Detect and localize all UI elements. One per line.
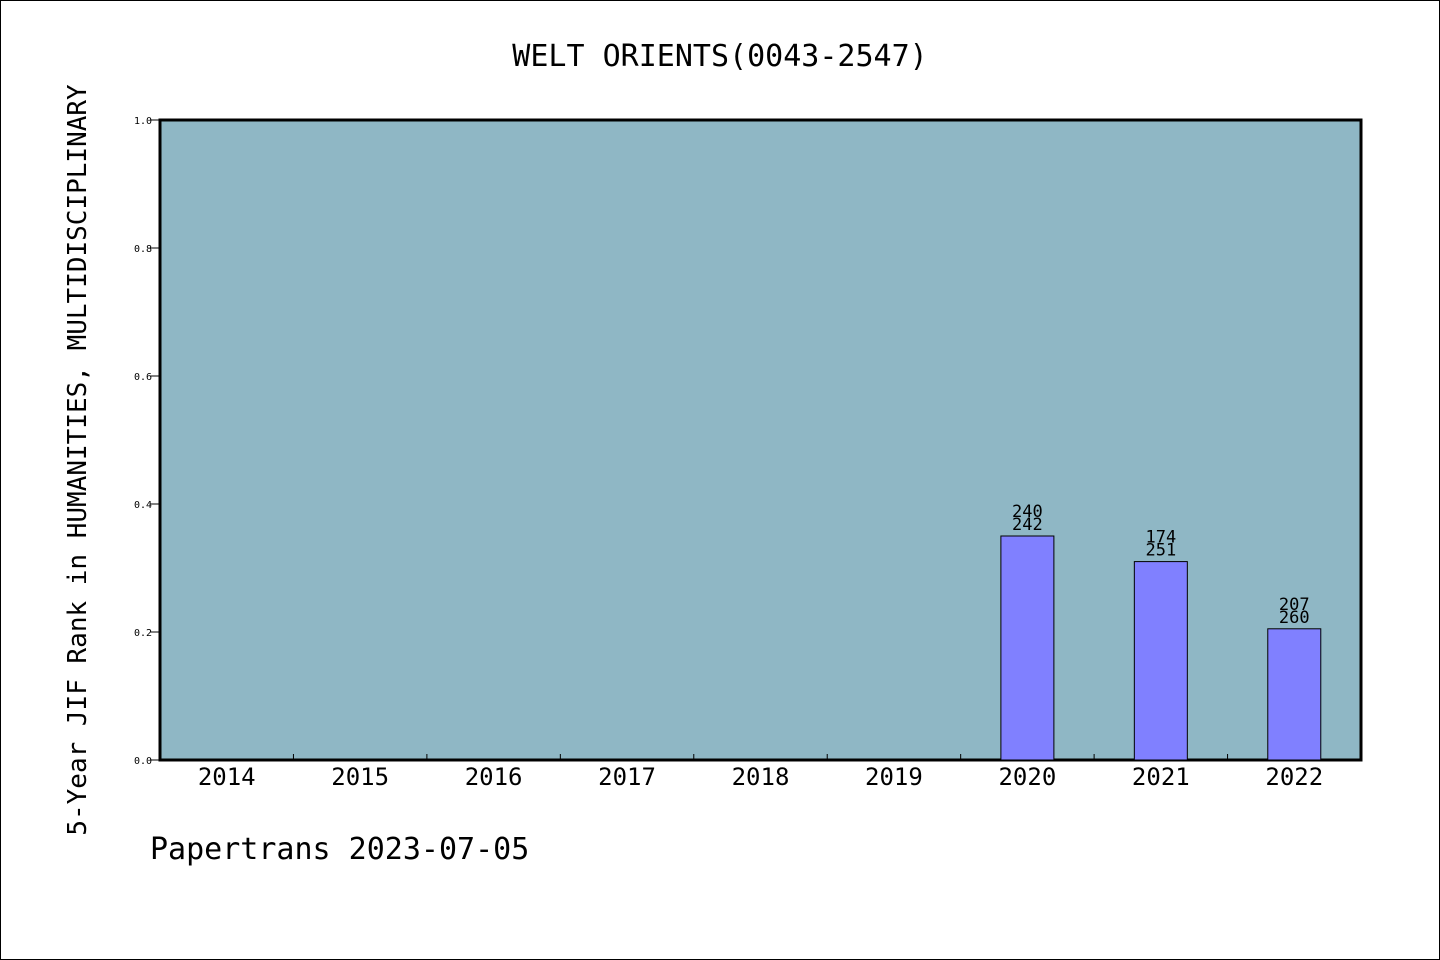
y-axis-label: 5-Year JIF Rank in HUMANITIES, MULTIDISC…	[63, 84, 93, 836]
bar-total-label: 242	[1012, 515, 1043, 535]
x-tick-label: 2016	[465, 763, 523, 791]
footer-credit: Papertrans 2023-07-05	[150, 832, 530, 867]
y-tick-label: 0.4	[134, 500, 152, 511]
x-tick-label: 2017	[598, 763, 656, 791]
y-tick-label: 0.2	[134, 628, 152, 639]
x-tick-label: 2015	[331, 763, 389, 791]
bar-2020	[1000, 535, 1055, 761]
bar-total-label: 251	[1145, 541, 1176, 561]
y-tick-label: 1.0	[134, 116, 152, 127]
x-tick-label: 2022	[1265, 763, 1323, 791]
chart-title: WELT ORIENTS(0043-2547)	[512, 39, 927, 74]
y-tick-label: 0.6	[134, 372, 152, 383]
y-tick-label: 0.8	[134, 244, 152, 255]
x-tick-label: 2020	[998, 763, 1056, 791]
x-tick-label: 2014	[198, 763, 256, 791]
x-axis: 2014 2015 2016 2017 2018 2019 2020 2021 2022	[198, 754, 1323, 791]
bar-2022	[1267, 628, 1322, 761]
x-tick-label: 2021	[1132, 763, 1190, 791]
x-tick-label: 2019	[865, 763, 923, 791]
y-axis: 0.0 0.2 0.4 0.6 0.8 1.0	[134, 116, 160, 767]
bar-rank-label: 174	[1145, 528, 1176, 548]
bar-rank-label: 240	[1012, 502, 1043, 522]
x-tick-label: 2018	[732, 763, 790, 791]
bar-total-label: 260	[1279, 608, 1310, 628]
y-tick-label: 0.0	[134, 756, 152, 767]
bar-2021	[1133, 561, 1188, 761]
bar-rank-label: 207	[1279, 595, 1310, 615]
bars-group	[1000, 535, 1322, 761]
